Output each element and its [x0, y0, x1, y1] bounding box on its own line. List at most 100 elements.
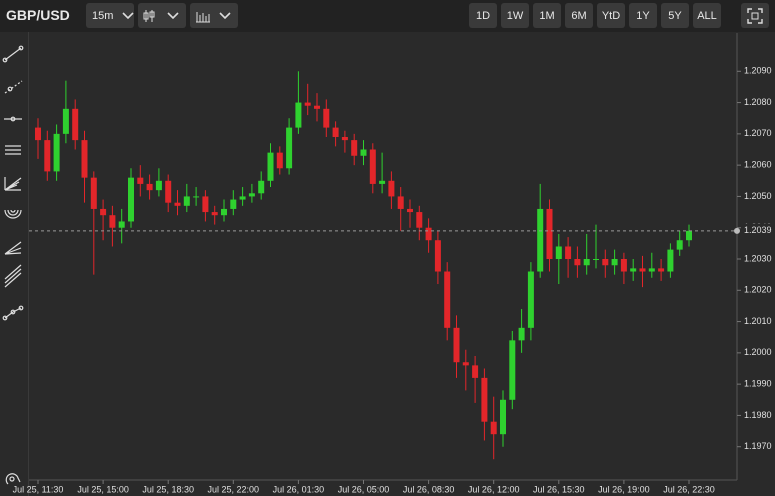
candle-body	[360, 149, 367, 156]
range-button[interactable]: 1M	[533, 3, 561, 28]
indicator-select[interactable]	[190, 3, 238, 28]
candle-body	[472, 365, 479, 378]
candle-body	[546, 208, 553, 259]
range-button[interactable]: 6M	[565, 3, 593, 28]
interval-select[interactable]: 15m	[86, 3, 134, 28]
range-button[interactable]: 5Y	[661, 3, 689, 28]
candle-body	[165, 180, 172, 203]
last-price-dot	[734, 227, 740, 234]
y-tick-label: 1.2050	[744, 191, 772, 201]
candle-body	[444, 271, 451, 328]
y-tick-label: 1.2060	[744, 160, 772, 170]
range-button[interactable]: 1Y	[629, 3, 657, 28]
y-tick-label: 1.2000	[744, 347, 772, 357]
trend-line-tool[interactable]	[2, 45, 24, 63]
candle-body	[602, 259, 609, 266]
candle-body	[453, 327, 460, 363]
candle-body	[248, 193, 255, 197]
y-tick-label: 1.1990	[744, 379, 772, 389]
range-button[interactable]: 1W	[501, 3, 529, 28]
tool-icons	[2, 45, 24, 485]
candle-body	[211, 212, 218, 216]
range-buttons: 1D 1W 1M 6M YtD 1Y 5Y ALL	[469, 3, 721, 28]
candle-body	[611, 259, 618, 266]
candle-body	[258, 180, 265, 194]
fullscreen-icon	[747, 7, 763, 24]
drawing-tools	[0, 32, 29, 496]
candle-body	[686, 230, 692, 241]
horizontal-line-tool[interactable]	[4, 116, 22, 122]
y-tick-label: 1.2020	[744, 285, 772, 295]
arc-tool[interactable]	[4, 209, 22, 219]
y-tick-label: 1.1970	[744, 441, 772, 451]
gann-tool[interactable]	[4, 264, 22, 288]
candle-body	[369, 149, 376, 184]
path-tool[interactable]	[2, 305, 24, 321]
x-tick-label: Jul 25, 18:30	[142, 484, 194, 494]
x-tick-label: Jul 26, 08:30	[403, 484, 455, 494]
channel-tool[interactable]	[5, 145, 21, 155]
candle-body	[109, 215, 116, 228]
range-button[interactable]: YtD	[597, 3, 625, 28]
range-button[interactable]: ALL	[693, 3, 721, 28]
fullscreen-button[interactable]	[741, 3, 769, 28]
candle-body	[527, 271, 534, 328]
x-tick-label: Jul 26, 12:00	[468, 484, 520, 494]
x-tick-label: Jul 26, 05:00	[338, 484, 390, 494]
x-tick-label: Jul 25, 22:00	[208, 484, 260, 494]
y-tick-label: 1.2030	[744, 253, 772, 263]
candle-body	[667, 249, 674, 272]
candle-body	[490, 421, 497, 435]
candle-body	[72, 108, 79, 141]
candle-body	[620, 259, 627, 272]
x-tick-label: Jul 26, 01:30	[273, 484, 325, 494]
candle-body	[574, 259, 581, 266]
candle-body	[379, 180, 386, 184]
fan-tool[interactable]	[4, 177, 22, 191]
y-tick-label: 1.2090	[744, 66, 772, 76]
candle-body	[481, 377, 488, 422]
candle-body	[462, 362, 469, 366]
candle-body	[314, 105, 320, 109]
candle-body	[509, 340, 516, 400]
chart-style-select[interactable]	[138, 3, 186, 28]
candle-body	[518, 327, 525, 341]
range-button[interactable]: 1D	[469, 3, 497, 28]
candle-body	[267, 152, 274, 181]
x-tick-label: Jul 26, 19:00	[598, 484, 650, 494]
candle-body	[397, 196, 404, 209]
candle-body	[648, 268, 655, 272]
candle-body	[434, 240, 441, 272]
candle-body	[323, 108, 330, 128]
magnet-tool[interactable]	[5, 473, 21, 485]
last-price-label: 1.2039	[744, 225, 772, 235]
x-tick-label: Jul 26, 22:30	[663, 484, 715, 494]
pitchfork-tool[interactable]	[4, 241, 22, 255]
candle-body	[118, 221, 125, 228]
symbol[interactable]: GBP/USD	[6, 7, 70, 23]
candle-body	[276, 152, 283, 169]
candle-body	[583, 259, 590, 266]
candle-body	[62, 108, 69, 134]
indicator-icon	[196, 11, 231, 22]
candle-body	[416, 212, 423, 228]
x-tick-label: Jul 25, 15:00	[77, 484, 129, 494]
candle-body	[137, 177, 144, 184]
candle-body	[146, 183, 153, 191]
candle-icon	[143, 9, 179, 22]
chevron	[122, 11, 134, 19]
candle-body	[351, 140, 358, 156]
y-tick-label: 1.1980	[744, 410, 772, 420]
candle-body	[174, 202, 181, 206]
candle-body	[53, 133, 60, 172]
candle-body	[44, 140, 51, 172]
candle-body	[332, 127, 339, 137]
candle-body	[500, 399, 506, 435]
candle-body	[221, 208, 227, 216]
ray-tool[interactable]	[4, 80, 23, 94]
candle-body	[239, 196, 246, 200]
candle-body	[295, 102, 302, 128]
interval: 15m	[92, 9, 114, 22]
